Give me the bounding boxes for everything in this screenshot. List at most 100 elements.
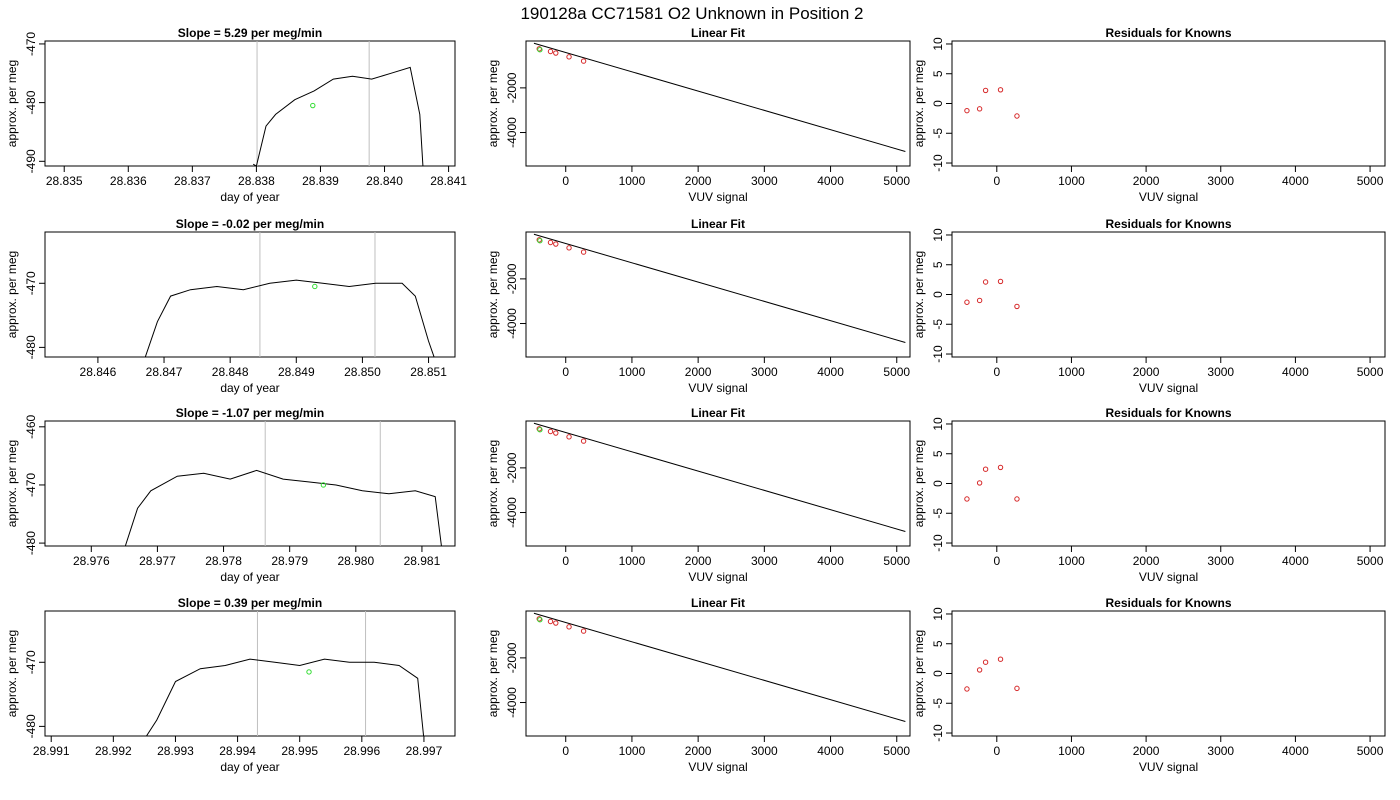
y-axis-label: approx. per meg	[486, 60, 500, 147]
x-axis-label: VUV signal	[688, 381, 747, 395]
y-tick-label: 5	[931, 70, 945, 77]
x-tick-label: 28.992	[95, 744, 132, 758]
panel-title: Residuals for Knowns	[1105, 596, 1231, 610]
x-tick-label: 28.850	[344, 365, 381, 379]
x-axis-label: VUV signal	[1139, 190, 1198, 204]
y-axis-label: approx. per meg	[5, 440, 19, 527]
fit-line	[533, 42, 906, 152]
residual-point	[1014, 113, 1020, 119]
plot-frame	[525, 231, 911, 358]
x-tick-label: 28.848	[212, 365, 249, 379]
residual-point	[964, 107, 970, 114]
x-tick-label: 0	[562, 365, 569, 379]
panel-title: Residuals for Knowns	[1105, 217, 1231, 231]
x-axis-label: VUV signal	[1139, 381, 1198, 395]
resid-panel: Residuals for Knowns 0 1000 2000 3000 4000 500…	[912, 596, 1386, 774]
x-tick-label: 2000	[1133, 744, 1160, 758]
y-tick-label: 10	[931, 417, 945, 431]
plot-area	[144, 232, 435, 357]
panel-title: Slope = 0.39 per meg/min	[178, 596, 322, 610]
x-tick-label: 28.977	[139, 554, 176, 568]
y-axis-label: approx. per meg	[5, 60, 19, 147]
x-tick-label: 4000	[817, 174, 844, 188]
plot-area	[124, 421, 442, 546]
x-tick-label: 4000	[817, 744, 844, 758]
plot-area	[533, 42, 906, 152]
y-tick-label: -5	[931, 319, 945, 330]
y-tick-label: -470	[24, 650, 38, 674]
fit-panel: Linear Fit 0 1000 2000 3000 4000 5000 -2000 -400…	[486, 26, 911, 204]
x-tick-label: 2000	[1133, 554, 1160, 568]
x-tick-label: 28.991	[33, 744, 70, 758]
time-panel: Slope = -1.07 per meg/min 28.976 28.977 28.…	[5, 406, 456, 584]
plot-area	[533, 233, 906, 343]
standard-point	[566, 54, 572, 60]
x-tick-label: 28.976	[73, 554, 110, 568]
plot-frame	[951, 420, 1386, 547]
fit-panel: Linear Fit 0 1000 2000 3000 4000 5000 -2000 -400…	[486, 406, 911, 584]
plot-area	[964, 464, 1020, 502]
residual-point	[976, 297, 983, 304]
resid-panel: Residuals for Knowns 0 1000 2000 3000 4000 500…	[912, 26, 1386, 204]
x-tick-label: 4000	[1282, 554, 1309, 568]
standard-point	[566, 245, 572, 251]
x-axis-label: day of year	[220, 381, 279, 395]
x-tick-label: 1000	[619, 554, 646, 568]
x-axis-label: day of year	[220, 760, 279, 774]
plot-frame	[525, 610, 911, 737]
standard-point	[547, 239, 554, 246]
x-tick-label: 0	[562, 554, 569, 568]
y-tick-label: -2000	[505, 452, 519, 483]
residual-point	[964, 686, 970, 692]
x-tick-label: 3000	[1207, 365, 1234, 379]
y-tick-label: -4000	[505, 117, 519, 148]
y-axis-label: approx. per meg	[912, 630, 926, 717]
plot-area	[964, 278, 1020, 310]
x-tick-label: 1000	[1058, 744, 1085, 758]
x-tick-label: 4000	[1282, 174, 1309, 188]
y-tick-label: -470	[24, 271, 38, 295]
y-tick-label: 0	[931, 670, 945, 677]
x-tick-label: 28.981	[404, 554, 441, 568]
x-tick-label: 4000	[817, 365, 844, 379]
y-axis-label: approx. per meg	[912, 440, 926, 527]
standard-point	[566, 434, 572, 440]
y-tick-label: -480	[24, 335, 38, 359]
residual-point	[976, 667, 983, 673]
plot-area	[964, 87, 1020, 119]
residual-point	[997, 87, 1004, 93]
standard-point	[553, 50, 559, 56]
y-axis-label: approx. per meg	[486, 630, 500, 717]
y-tick-label: 5	[931, 261, 945, 268]
plot-frame	[525, 40, 911, 167]
residual-point	[982, 279, 989, 285]
x-tick-label: 0	[562, 174, 569, 188]
y-tick-label: -2000	[505, 642, 519, 673]
x-tick-label: 0	[993, 554, 1000, 568]
time-panel: Slope = -0.02 per meg/min 28.846 28.847 28.…	[5, 217, 456, 395]
x-tick-label: 0	[993, 365, 1000, 379]
x-tick-label: 5000	[1357, 174, 1384, 188]
y-tick-label: -470	[24, 32, 38, 56]
unknown-marker	[306, 669, 312, 675]
plot-frame	[951, 231, 1386, 358]
y-tick-label: -10	[931, 534, 945, 552]
x-tick-label: 3000	[1207, 744, 1234, 758]
y-axis-label: approx. per meg	[912, 251, 926, 338]
y-axis-label: approx. per meg	[486, 251, 500, 338]
y-tick-label: -470	[24, 473, 38, 497]
plot-area	[145, 611, 425, 736]
x-tick-label: 1000	[1058, 174, 1085, 188]
x-tick-label: 2000	[685, 174, 712, 188]
x-tick-label: 5000	[883, 554, 910, 568]
fit-panel: Linear Fit 0 1000 2000 3000 4000 5000 -2000 -400…	[486, 217, 911, 395]
x-tick-label: 28.996	[343, 744, 380, 758]
fit-line	[533, 612, 906, 722]
plot-frame	[525, 420, 911, 547]
y-tick-label: -480	[24, 531, 38, 555]
standard-point	[580, 438, 587, 444]
y-axis-label: approx. per meg	[5, 251, 19, 338]
x-tick-label: 2000	[685, 554, 712, 568]
x-tick-label: 28.847	[146, 365, 183, 379]
x-tick-label: 28.980	[337, 554, 374, 568]
